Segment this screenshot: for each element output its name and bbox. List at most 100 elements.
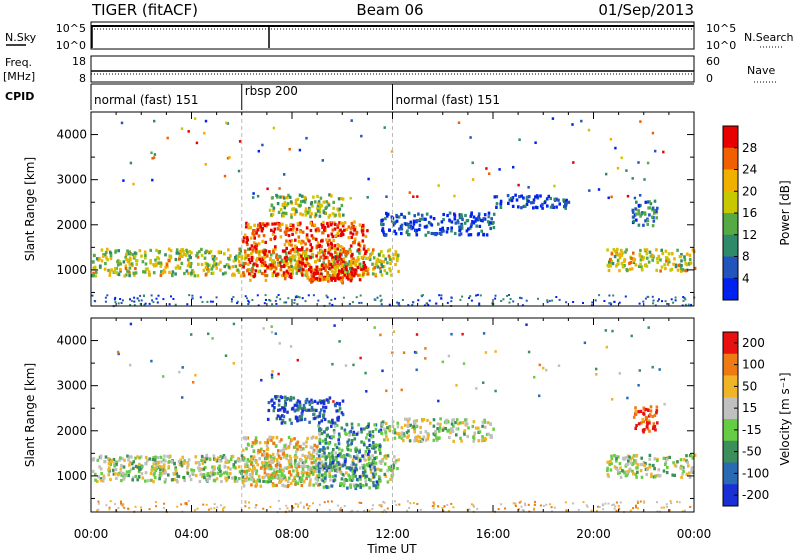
echo-cell [289,228,293,232]
echo-cell [283,277,287,281]
echo-cell [261,222,265,226]
echo-cell [650,472,653,476]
echo-cell [644,462,647,466]
echo-cell [357,258,360,262]
echo-cell [305,249,308,253]
echo-cell [134,456,137,460]
echo-cell [653,413,657,417]
echo-cell [362,260,366,265]
echo-cell [289,395,293,400]
echo-cell [213,467,216,471]
echo-cell [236,256,239,261]
echo-cell [195,254,198,258]
echo-cell [630,256,633,261]
echo-cell [206,267,209,271]
sparse-echo-cell [310,398,313,402]
echo-cell [517,205,520,209]
echo-cell [227,265,231,269]
echo-cell [128,470,131,474]
echo-cell [388,425,391,429]
ground-scatter-cell [269,505,272,508]
echo-cell [154,468,158,472]
echo-cell [680,269,683,273]
echo-cell [389,269,392,273]
echo-cell [534,195,537,199]
echo-cell [302,268,305,272]
echo-cell [343,221,347,225]
sparse-echo-cell [120,121,124,125]
echo-cell [415,438,419,443]
echo-cell [334,234,338,238]
echo-cell [510,199,514,203]
ground-scatter-cell [120,302,123,304]
echo-cell [679,458,683,462]
echo-cell [347,453,351,457]
echo-cell [107,473,111,477]
echo-cell [613,465,617,469]
echo-cell [454,421,457,425]
echo-cell [251,248,255,252]
echo-cell [409,224,412,228]
echo-cell [351,261,354,265]
echo-cell [336,461,339,465]
echo-cell [646,423,649,427]
echo-cell [283,200,287,204]
echo-cell [325,455,328,459]
echo-cell [331,475,335,479]
echo-cell [296,250,299,254]
ground-scatter-cell [248,301,251,304]
echo-cell [341,482,344,486]
echo-cell [495,195,499,199]
sparse-echo-cell [262,327,265,330]
ground-scatter-cell [91,294,94,297]
echo-cell [262,250,266,254]
colorbar-tick-label: 28 [742,141,757,155]
ground-scatter-cell [286,507,289,510]
echo-cell [270,459,274,463]
colorbar-segment [723,484,738,507]
echo-cell [349,448,352,452]
ground-scatter-cell [518,501,521,504]
echo-cell [648,429,651,433]
echo-cell [312,483,315,487]
echo-cell [309,221,312,225]
sparse-echo-cell [383,126,386,129]
echo-cell [114,468,118,472]
ground-scatter-cell [448,510,451,512]
echo-cell [276,452,280,456]
ground-scatter-cell [162,298,165,301]
echo-cell [240,256,244,260]
sparse-echo-cell [392,330,396,333]
ground-scatter-cell [236,302,239,305]
ground-scatter-cell [172,298,175,300]
echo-cell [316,209,320,213]
echo-cell [358,278,362,282]
echo-cell [283,249,287,253]
ground-scatter-cell [380,298,383,301]
echo-cell [525,202,529,206]
echo-cell [179,249,182,253]
echo-cell [232,463,236,467]
echo-cell [236,459,239,463]
echo-cell [481,424,484,428]
ground-scatter-cell [151,299,154,302]
sparse-echo-cell [402,351,406,354]
echo-cell [458,228,462,232]
echo-cell [346,448,350,452]
echo-cell [178,257,181,261]
ground-scatter-cell [396,301,399,304]
echo-cell [405,417,409,422]
echo-cell [337,432,341,436]
sparse-echo-cell [305,136,308,140]
echo-cell [124,267,128,271]
echo-cell [267,477,271,481]
echo-cell [146,479,150,483]
echo-cell [138,462,141,466]
echo-cell [651,224,655,228]
echo-cell [322,277,326,281]
echo-cell [238,263,242,267]
echo-cell [245,461,249,465]
echo-cell [325,238,328,242]
echo-cell [300,271,304,275]
echo-cell [92,274,95,278]
